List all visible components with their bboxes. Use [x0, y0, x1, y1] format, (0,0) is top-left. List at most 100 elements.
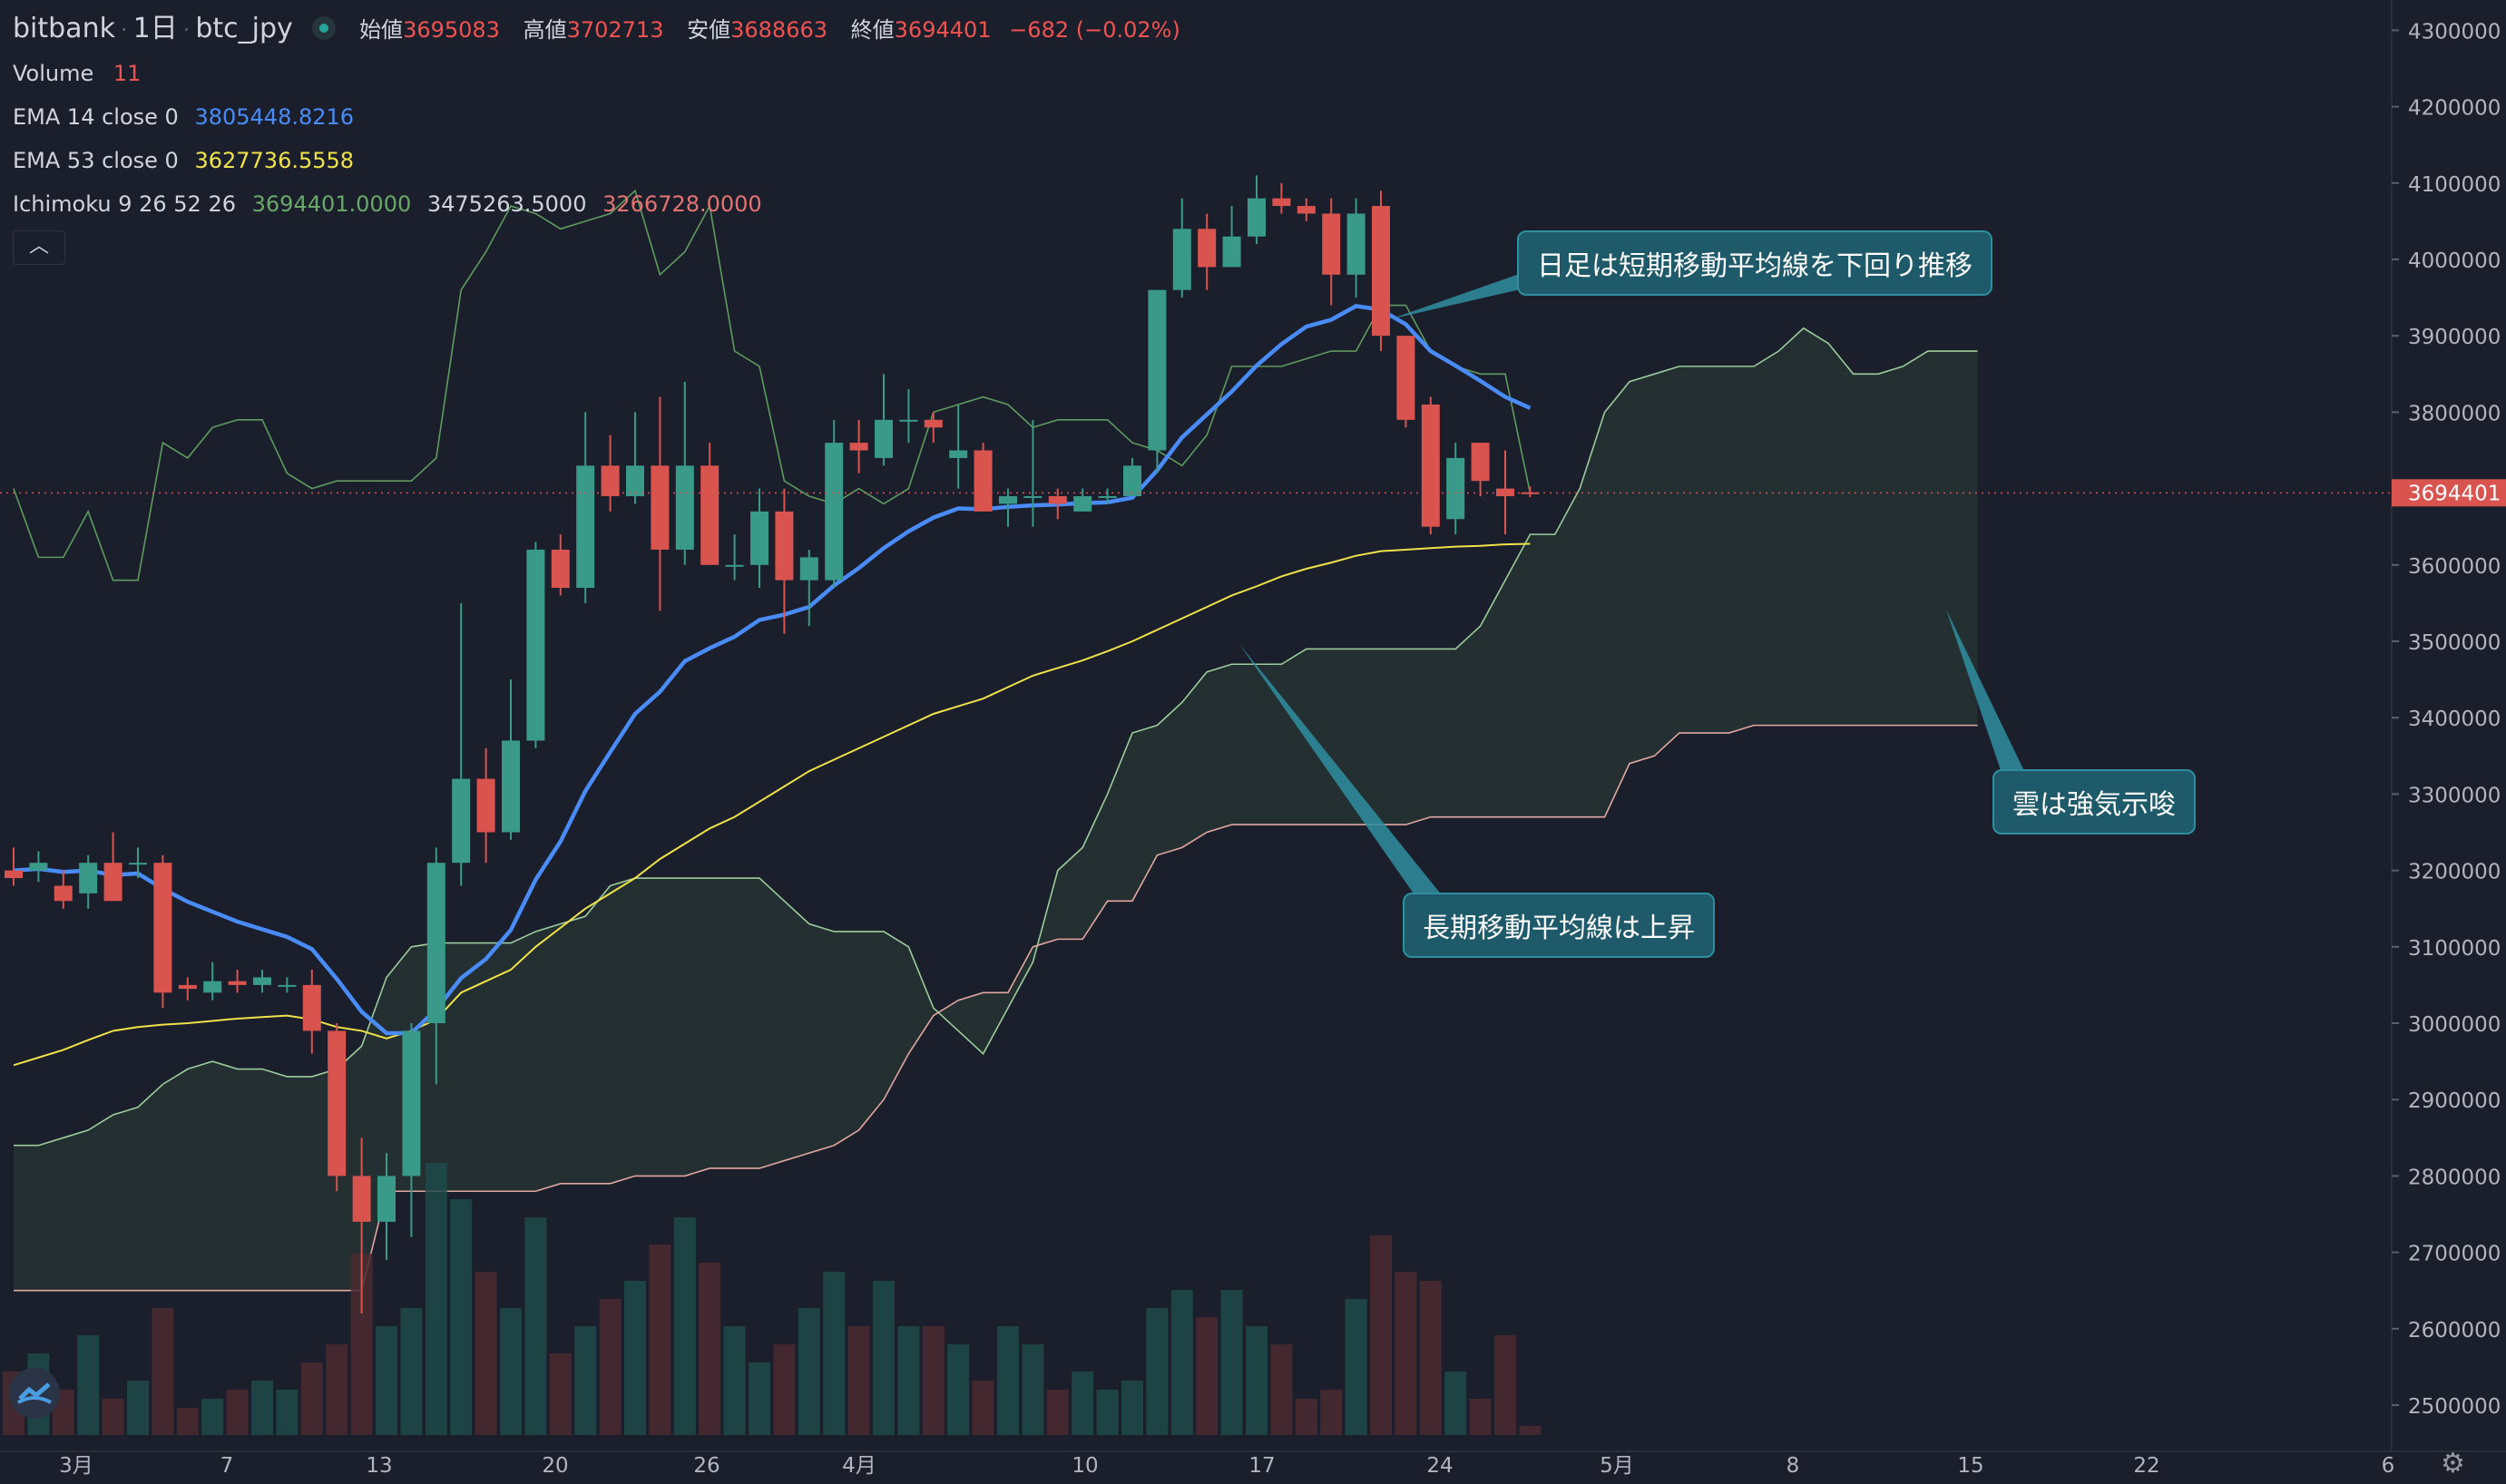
- close-value: 3694401: [894, 17, 992, 43]
- candle-body: [924, 419, 943, 428]
- candle-body: [1471, 443, 1490, 482]
- ema53-line: [13, 542, 1531, 1067]
- candle-body: [54, 885, 73, 902]
- volume-bar: [1096, 1390, 1119, 1435]
- volume-legend[interactable]: Volume 11: [13, 52, 1180, 95]
- volume-bar: [201, 1399, 224, 1435]
- time-tick-label: 5月: [1600, 1454, 1634, 1478]
- volume-bar: [873, 1281, 895, 1435]
- candle-body: [1148, 289, 1167, 451]
- ema14-value: 3805448.8216: [194, 104, 355, 130]
- interval-label[interactable]: 1日: [132, 13, 178, 44]
- price-tick-label: 2700000: [2408, 1243, 2501, 1266]
- price-tick-label: 3600000: [2408, 555, 2501, 579]
- volume-bar: [1419, 1281, 1442, 1435]
- candle-body: [29, 863, 48, 871]
- price-tick-label: 3900000: [2408, 326, 2501, 349]
- volume-label: Volume: [13, 61, 94, 86]
- collapse-legend-button[interactable]: ︿: [13, 230, 65, 265]
- volume-bar: [749, 1362, 770, 1435]
- annotation-cloud[interactable]: 雲は強気示唆: [1992, 769, 2196, 835]
- candle-body: [799, 557, 818, 581]
- volume-bar: [798, 1308, 820, 1435]
- volume-bar: [1246, 1326, 1268, 1435]
- candle-body: [974, 450, 993, 512]
- ema14-legend[interactable]: EMA 14 close 0 3805448.8216: [13, 95, 1180, 139]
- candle-body: [1172, 229, 1191, 290]
- ema53-legend[interactable]: EMA 53 close 0 3627736.5558: [13, 139, 1180, 182]
- candle-body: [1023, 496, 1043, 499]
- candle-body: [825, 443, 844, 581]
- volume-bar: [524, 1217, 547, 1435]
- time-tick-label: 3月: [59, 1454, 93, 1478]
- volume-bar: [1270, 1344, 1293, 1435]
- volume-bar: [326, 1344, 348, 1435]
- volume-bar: [276, 1390, 299, 1435]
- settings-gear-icon[interactable]: ⚙: [2441, 1448, 2465, 1479]
- volume-bar: [1170, 1290, 1193, 1435]
- candle-body: [178, 984, 197, 990]
- candle-body: [1372, 206, 1390, 337]
- candle-body: [402, 1030, 421, 1176]
- chevron-up-icon: ︿: [28, 235, 49, 258]
- callout-tail-short-ma: [1390, 272, 1524, 319]
- candle-body: [1322, 213, 1341, 275]
- candle-body: [626, 465, 644, 497]
- volume-bar: [1370, 1235, 1392, 1435]
- volume-bar: [1046, 1390, 1069, 1435]
- ema14-line: [13, 304, 1532, 1036]
- volume-bar: [425, 1163, 447, 1435]
- time-tick-label: 24: [1426, 1454, 1453, 1478]
- time-tick-label: 22: [2133, 1454, 2159, 1478]
- market-status-icon: [312, 16, 337, 40]
- time-tick-label: 7: [220, 1454, 234, 1478]
- low-value: 3688663: [730, 17, 828, 43]
- annotation-long-ma[interactable]: 長期移動平均線は上昇: [1403, 893, 1715, 958]
- volume-bar: [500, 1308, 522, 1435]
- candle-body: [377, 1176, 396, 1222]
- volume-bar: [475, 1272, 497, 1435]
- candle-body: [576, 465, 595, 589]
- symbol-name[interactable]: btc_jpy: [195, 13, 293, 44]
- time-tick-label: 13: [366, 1454, 392, 1478]
- volume-bar: [549, 1353, 572, 1435]
- price-tick-label: 3000000: [2408, 1013, 2501, 1037]
- time-tick-label: 17: [1248, 1454, 1275, 1478]
- volume-bar: [1121, 1381, 1143, 1435]
- volume-bar: [1295, 1399, 1317, 1435]
- price-tick-label: 3300000: [2408, 784, 2501, 807]
- volume-bar: [1494, 1335, 1516, 1435]
- volume-bar: [947, 1344, 970, 1435]
- volume-bar: [922, 1326, 945, 1435]
- ema53-value: 3627736.5558: [194, 148, 355, 173]
- last-price-badge: [2392, 479, 2506, 507]
- price-tick-label: 3800000: [2408, 402, 2501, 425]
- tradingview-logo-icon[interactable]: [9, 1368, 60, 1419]
- volume-bar: [1395, 1272, 1417, 1435]
- time-tick-label: 20: [542, 1454, 568, 1478]
- high-label: 高値: [523, 17, 567, 43]
- callout-tail-cloud: [1946, 610, 2025, 773]
- candle-body: [601, 465, 620, 497]
- price-tick-label: 3500000: [2408, 631, 2501, 655]
- ichimoku-legend[interactable]: Ichimoku 9 26 52 26 3694401.0000 3475263…: [13, 182, 1180, 226]
- time-tick-label: 8: [1787, 1454, 1800, 1478]
- close-label: 終値: [850, 17, 895, 43]
- candle-body: [1346, 213, 1366, 275]
- candle-body: [452, 778, 471, 864]
- ichimoku-value-2: 3475263.5000: [426, 191, 587, 217]
- candle-body: [1222, 236, 1241, 268]
- candle-body: [526, 549, 545, 741]
- candle-body: [750, 511, 768, 565]
- price-tick-label: 4100000: [2408, 173, 2501, 197]
- volume-bar: [649, 1245, 671, 1435]
- candle-body: [675, 465, 694, 550]
- annotation-short-ma[interactable]: 日足は短期移動平均線を下回り推移: [1517, 230, 1992, 296]
- volume-bar: [176, 1408, 199, 1435]
- volume-bar: [972, 1381, 994, 1435]
- volume-bar: [1022, 1344, 1044, 1435]
- candle-body: [153, 863, 172, 993]
- candle-body: [899, 419, 918, 422]
- time-tick-label: 26: [693, 1454, 719, 1478]
